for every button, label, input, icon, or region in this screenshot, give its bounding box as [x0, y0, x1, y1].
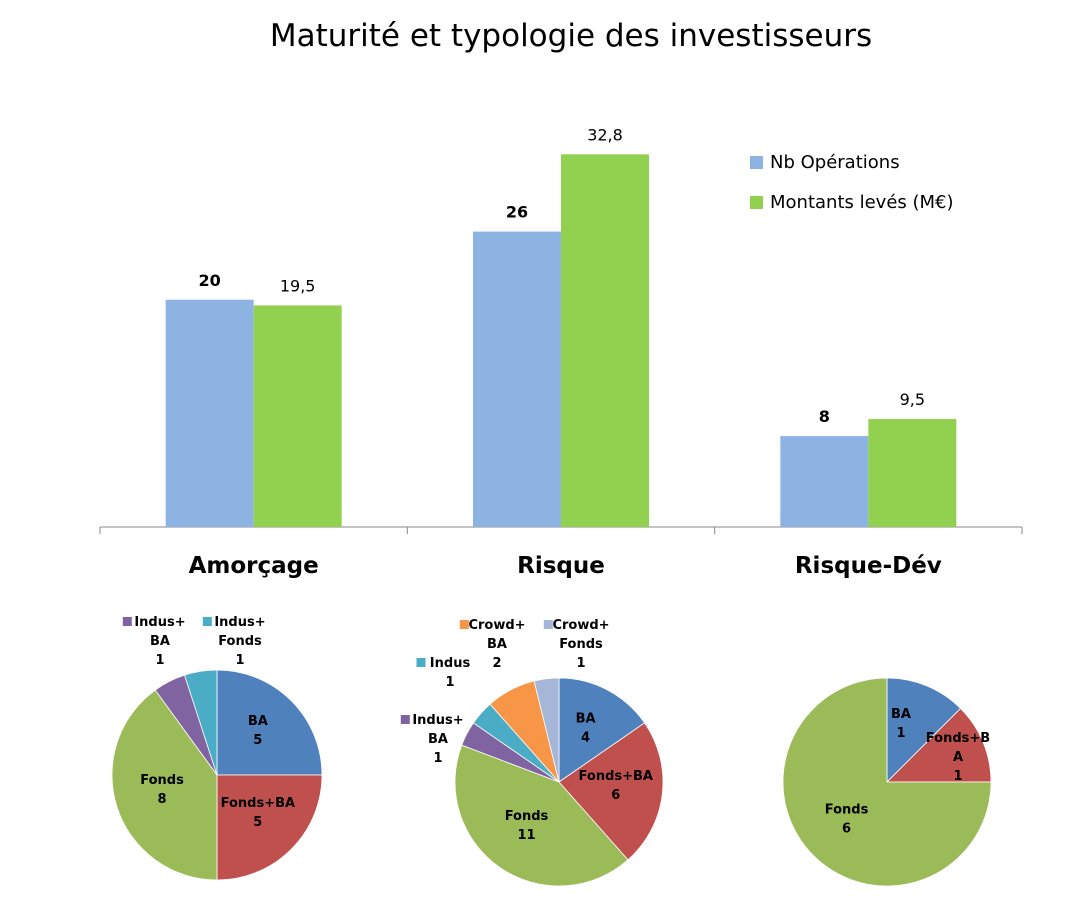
pie-label-amorcage-fonds: Fonds 8 — [140, 773, 184, 807]
pie-slice-risque-dev-ba — [886, 677, 962, 783]
pie-legend-key-risque-crowd-ba — [459, 620, 469, 629]
pie-label-amorcage-indus-fonds: Indus+ Fonds 1 — [214, 615, 265, 668]
pie-legend-key-amorcage-indus-fonds — [202, 617, 212, 626]
bar-montants-leves-m-risque — [561, 154, 649, 527]
pie-label-line: 1 — [953, 769, 962, 784]
data-label-montants-leves-m-risque-dev: 9,5 — [900, 390, 925, 409]
bar-nb-operations-amorcage — [165, 299, 254, 527]
pie-label-line: Fonds+BA — [221, 796, 295, 811]
pie-slice-amorcage-fonds-ba — [216, 774, 323, 881]
bar-montants-leves-m-amorcage — [253, 305, 342, 527]
pie-label-line: 6 — [842, 821, 851, 836]
pie-risque-dev: BA 1 Fonds+B A 1 Fonds 6 — [782, 677, 992, 887]
pie-label-line: 1 — [896, 726, 905, 741]
pie-slice-risque-fonds-ba — [558, 722, 664, 861]
legend-swatch-montants-leves-m — [750, 196, 763, 209]
legend: Nb Opérations Montants levés (M€) — [750, 152, 954, 213]
data-label-montants-leves-m-risque: 32,8 — [587, 125, 623, 144]
legend-label-montants-leves-m: Montants levés (M€) — [770, 192, 954, 213]
pie-label-risque-ba: BA 4 — [576, 711, 596, 745]
pie-legend-key-risque-indus-ba — [400, 715, 410, 724]
bar-montants-leves-m-risque-dev — [868, 419, 957, 527]
pie-label-risque-crowd-ba: Crowd+ BA 2 — [468, 618, 525, 671]
pie-label-amorcage-fonds-ba: Fonds+BA 5 — [221, 796, 295, 830]
pie-label-line: 6 — [611, 788, 620, 803]
pie-label-line: BA — [150, 634, 170, 649]
pie-label-line: BA — [891, 707, 911, 722]
data-label-nb-operations-amorcage: 20 — [199, 271, 221, 290]
pie-label-line: A — [953, 750, 963, 765]
chart-title: Maturité et typologie des investisseurs — [270, 18, 872, 54]
pie-label-line: 5 — [253, 733, 262, 748]
legend-swatch-nb-operations — [750, 156, 763, 169]
pie-slice-amorcage-indus-fonds — [184, 669, 218, 776]
pie-slice-amorcage-fonds — [111, 689, 218, 881]
pie-label-line: 2 — [492, 656, 501, 671]
legend-label-nb-operations: Nb Opérations — [770, 152, 900, 173]
pie-label-line: 1 — [235, 653, 244, 668]
pie-label-line: Crowd+ — [552, 618, 609, 633]
bar-nb-operations-risque-dev — [780, 436, 869, 527]
category-label-amorcage: Amorçage — [189, 553, 319, 579]
pie-slice-risque-crowd-fonds — [533, 677, 560, 783]
pie-label-line: BA — [428, 732, 448, 747]
pie-legend-key-amorcage-indus-ba — [122, 617, 132, 626]
pie-slice-risque-fonds — [454, 744, 629, 887]
pie-legend-key-risque-crowd-fonds — [543, 620, 553, 629]
pie-label-line: BA — [487, 637, 507, 652]
pie-label-line: Indus — [430, 656, 471, 671]
pie-label-line: 5 — [253, 815, 262, 830]
category-label-risque-dev: Risque-Dév — [795, 553, 942, 579]
bar-chart: Amorçage 20 19,5 Risque 26 32,8 Risque-Dév 8 9,5 — [99, 125, 1023, 579]
data-label-nb-operations-risque-dev: 8 — [819, 407, 830, 426]
pie-label-line: 1 — [576, 656, 585, 671]
pie-label-risque-fonds: Fonds 11 — [505, 809, 549, 843]
category-label-risque: Risque — [517, 553, 605, 579]
pie-label-line: Fonds — [559, 637, 603, 652]
pie-label-line: Indus+ — [214, 615, 265, 630]
pie-label-line: 8 — [158, 792, 167, 807]
pie-label-line: Fonds — [140, 773, 184, 788]
pie-label-line: 1 — [155, 653, 164, 668]
pie-label-line: Fonds — [505, 809, 549, 824]
pie-label-amorcage-indus-ba: Indus+ BA 1 — [134, 615, 185, 668]
pie-label-line: 1 — [433, 751, 442, 766]
pie-legend-key-risque-indus — [416, 658, 426, 667]
pie-label-line: BA — [248, 714, 268, 729]
pie-label-line: 1 — [445, 675, 454, 690]
bar-nb-operations-risque — [473, 231, 561, 527]
pie-label-line: BA — [576, 711, 596, 726]
data-label-nb-operations-risque: 26 — [506, 203, 528, 222]
pie-label-amorcage-ba: BA 5 — [248, 714, 268, 748]
pie-label-risque-fonds-ba: Fonds+BA 6 — [579, 769, 653, 803]
pie-label-line: Fonds+B — [926, 731, 990, 746]
pie-label-line: Indus+ — [134, 615, 185, 630]
pie-slice-risque-dev-fonds-ba — [886, 707, 992, 783]
pie-label-line: Indus+ — [412, 713, 463, 728]
pie-label-line: 11 — [517, 828, 535, 843]
pie-label-line: Crowd+ — [468, 618, 525, 633]
pie-label-line: Fonds — [825, 802, 869, 817]
pie-label-risque-indus-ba: Indus+ BA 1 — [412, 713, 463, 766]
pie-label-risque-crowd-fonds: Crowd+ Fonds 1 — [552, 618, 609, 671]
pie-label-line: 4 — [581, 730, 590, 745]
pie-label-risque-indus: Indus 1 — [430, 656, 471, 690]
pie-amorcage: BA 5 Fonds+BA 5 Fonds 8 Indus+ BA 1 Indus+ Fonds 1 — [111, 615, 323, 881]
pie-label-risque-dev-fonds: Fonds 6 — [825, 802, 869, 836]
pie-label-line: Fonds+BA — [579, 769, 653, 784]
data-label-montants-leves-m-amorcage: 19,5 — [280, 276, 316, 295]
pie-slice-risque-ba — [558, 677, 646, 783]
pie-slice-risque-dev-fonds — [782, 677, 992, 887]
pie-label-risque-dev-fonds-ba: Fonds+B A 1 — [926, 731, 990, 784]
pie-label-risque-dev-ba: BA 1 — [891, 707, 911, 741]
pie-slice-amorcage-ba — [216, 669, 323, 776]
pie-label-line: Fonds — [218, 634, 262, 649]
